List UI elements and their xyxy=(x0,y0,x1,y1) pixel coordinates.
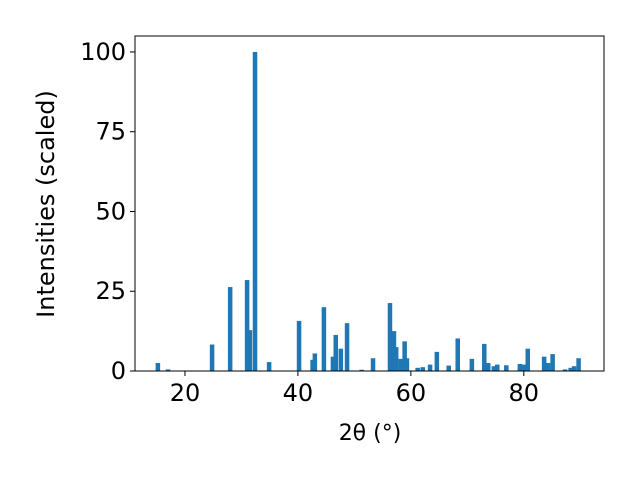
bar xyxy=(312,353,318,371)
bar xyxy=(398,358,403,371)
plot-frame xyxy=(134,35,605,372)
bar xyxy=(420,367,425,371)
bar xyxy=(562,369,568,371)
bar xyxy=(525,348,531,371)
bar xyxy=(446,365,451,371)
bar xyxy=(393,347,399,371)
bar xyxy=(244,280,250,371)
bar xyxy=(387,303,393,371)
bar xyxy=(434,351,440,371)
bar xyxy=(504,365,509,371)
bar xyxy=(266,362,272,371)
bar xyxy=(495,364,500,371)
bar xyxy=(469,358,475,371)
bar xyxy=(209,344,215,371)
x-tick-label: 20 xyxy=(170,379,201,407)
bar xyxy=(415,367,420,371)
bar xyxy=(550,354,555,371)
bar xyxy=(321,307,327,371)
bar xyxy=(330,356,336,371)
bar xyxy=(521,364,527,371)
bar xyxy=(541,356,547,371)
bar xyxy=(333,334,339,371)
bar xyxy=(568,367,573,371)
x-tick-label: 80 xyxy=(509,379,540,407)
bar xyxy=(482,343,487,371)
bar xyxy=(455,338,460,371)
bar xyxy=(485,363,491,371)
bar xyxy=(296,320,302,371)
bar xyxy=(427,364,433,371)
x-tick-label: 60 xyxy=(396,379,427,407)
bar xyxy=(165,369,171,371)
bar xyxy=(247,330,253,371)
bar xyxy=(404,358,410,371)
y-tick-label: 75 xyxy=(95,118,126,146)
bar xyxy=(338,348,344,371)
bar xyxy=(491,366,497,371)
x-tick-label: 40 xyxy=(283,379,314,407)
bar xyxy=(252,51,258,371)
y-axis-label: Intensities (scaled) xyxy=(32,90,60,318)
y-tick-label: 50 xyxy=(95,197,126,225)
bar xyxy=(227,287,233,371)
y-tick-label: 25 xyxy=(95,277,126,305)
y-tick-label: 0 xyxy=(111,357,126,385)
bar xyxy=(370,358,376,371)
y-tick-label: 100 xyxy=(80,38,126,66)
bar xyxy=(545,363,551,371)
bar xyxy=(359,369,364,371)
bar xyxy=(571,366,577,371)
bar xyxy=(402,341,407,371)
bar xyxy=(576,358,581,371)
bar xyxy=(155,363,161,371)
bar xyxy=(344,323,350,371)
x-axis-label: 2θ (°) xyxy=(339,421,402,446)
bar xyxy=(517,363,523,371)
